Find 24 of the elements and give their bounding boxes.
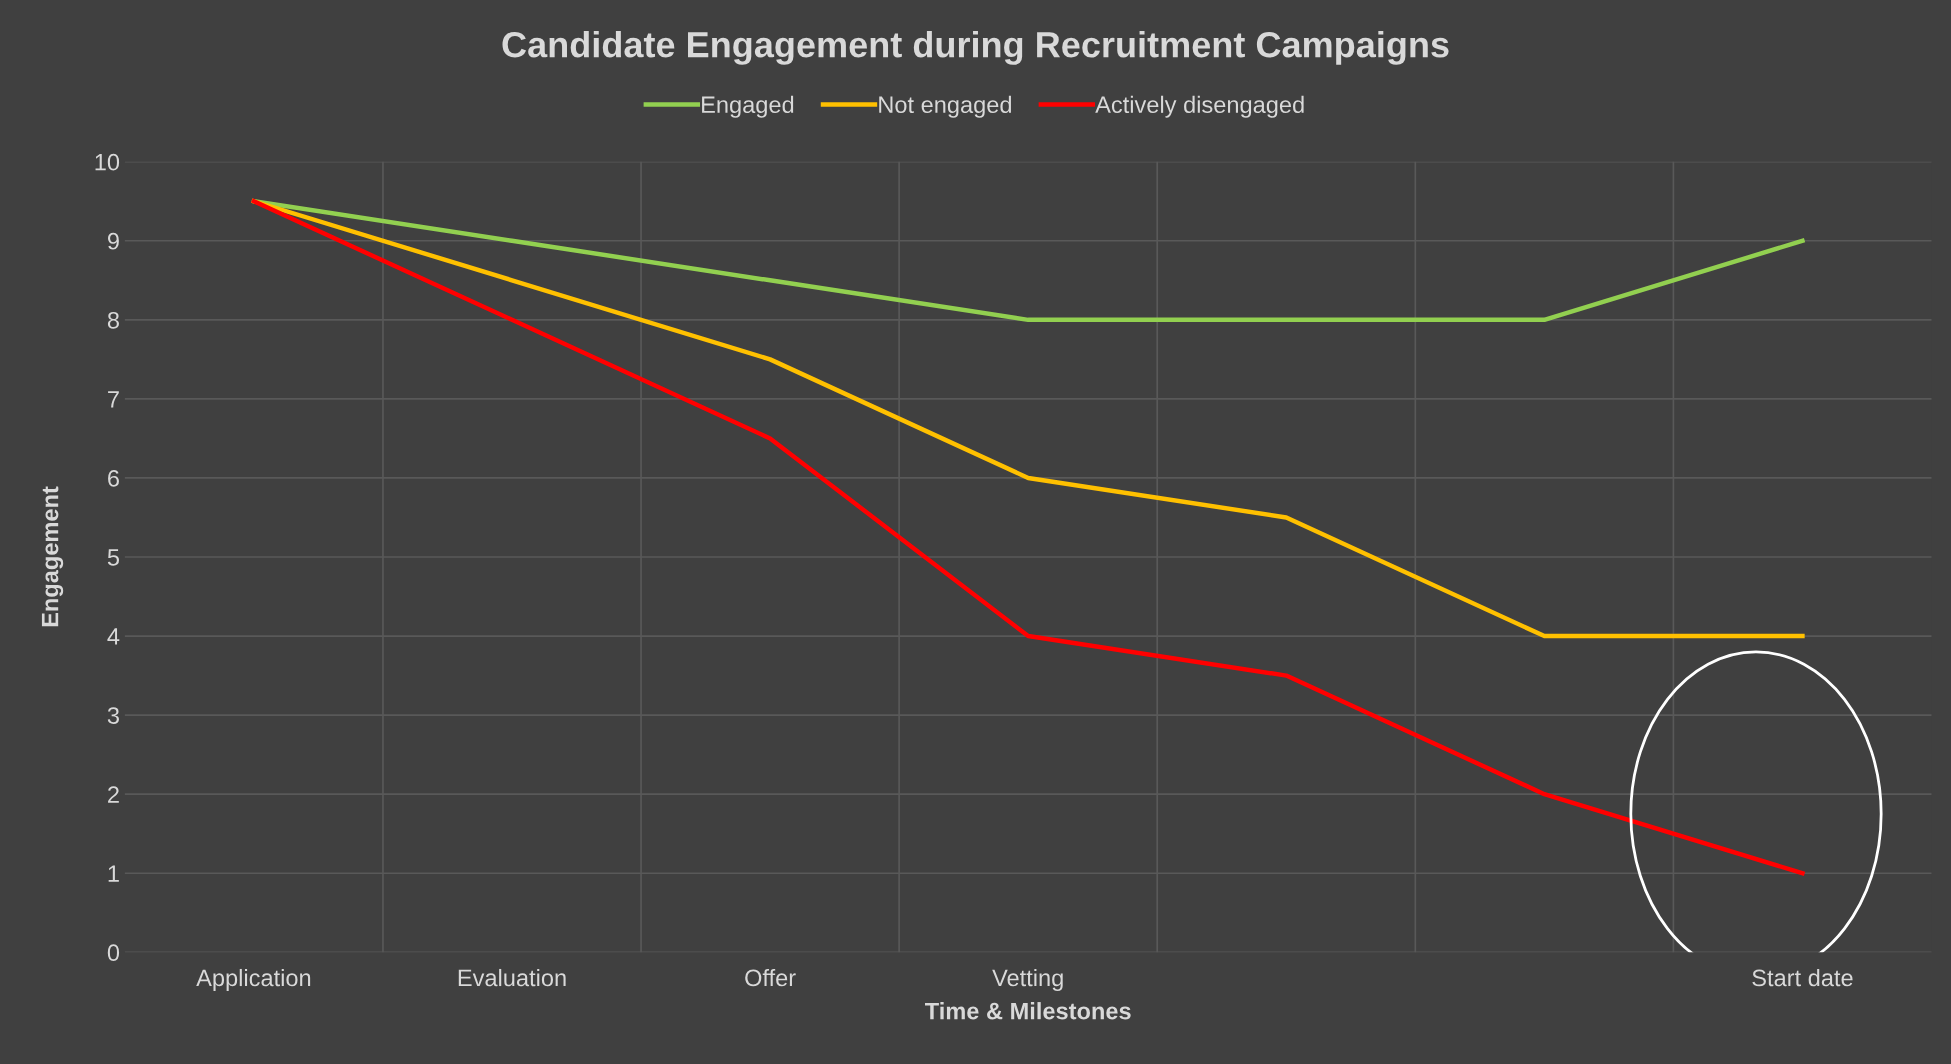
y-tick-label: 0 — [107, 944, 120, 962]
y-tick-label: 6 — [108, 470, 119, 487]
legend-label: Not engaged — [879, 95, 1012, 118]
y-tick-label: 2 — [108, 786, 119, 803]
y-tick-label: 5 — [107, 549, 120, 566]
x-tick-label: Vetting — [992, 968, 1063, 991]
y-tick-label: 3 — [107, 707, 119, 724]
x-tick-label: Start date — [1752, 968, 1853, 987]
line-series — [251, 199, 1805, 639]
y-tick-label: 4 — [107, 628, 120, 645]
x-tick-label: Evaluation — [458, 968, 566, 987]
y-tick-label: 7 — [108, 391, 119, 408]
x-tick-label: Application — [196, 968, 311, 991]
y-tick-label: 10 — [95, 153, 120, 171]
chart-title: Candidate Engagement during Recruitment Campaigns — [502, 30, 1449, 65]
x-axis-title: Time & Milestones — [925, 1002, 1131, 1020]
y-tick-label: 1 — [108, 865, 119, 882]
legend-label: Engaged — [702, 95, 794, 118]
legend-label: Actively disengaged — [1095, 95, 1304, 118]
y-tick-label: 8 — [107, 311, 119, 329]
x-tick-label: Offer — [745, 968, 796, 987]
line-series — [251, 199, 1805, 876]
y-tick-label: 9 — [107, 232, 119, 250]
y-axis-title: Engagement — [41, 486, 64, 627]
